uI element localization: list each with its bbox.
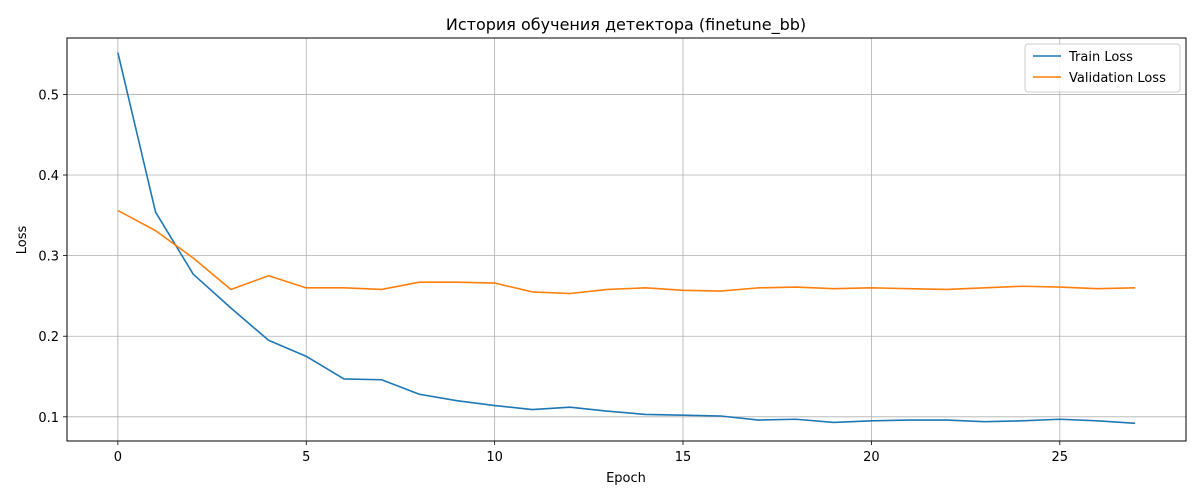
y-tick-label: 0.1 xyxy=(38,411,59,426)
chart-title: История обучения детектора (finetune_bb) xyxy=(446,15,806,35)
x-axis-label: Epoch xyxy=(606,471,646,486)
y-tick-label: 0.3 xyxy=(38,250,59,265)
legend: Train Loss Validation Loss xyxy=(1024,43,1181,93)
x-tick-label: 0 xyxy=(114,450,122,465)
legend-label: Train Loss xyxy=(1068,50,1133,65)
x-tick-label: 15 xyxy=(675,450,692,465)
axis-ticks: 0 5 10 15 20 25 0.1 0.2 0.3 0.4 0.5 xyxy=(38,88,1068,465)
legend-label: Validation Loss xyxy=(1069,71,1166,86)
x-tick-label: 5 xyxy=(302,450,310,465)
plot-frame xyxy=(66,37,1187,442)
series-line-train-loss xyxy=(117,52,1136,425)
x-tick-label: 20 xyxy=(863,450,880,465)
series-line-validation-loss xyxy=(117,209,1136,295)
y-tick-label: 0.2 xyxy=(38,330,59,345)
y-tick-label: 0.5 xyxy=(38,88,59,103)
x-tick-label: 25 xyxy=(1052,450,1069,465)
y-axis-label: Loss xyxy=(15,226,30,255)
x-tick-label: 10 xyxy=(486,450,503,465)
y-tick-label: 0.4 xyxy=(38,169,59,184)
grid xyxy=(67,38,1186,441)
series-lines xyxy=(117,52,1136,425)
legend-box xyxy=(1024,43,1181,93)
